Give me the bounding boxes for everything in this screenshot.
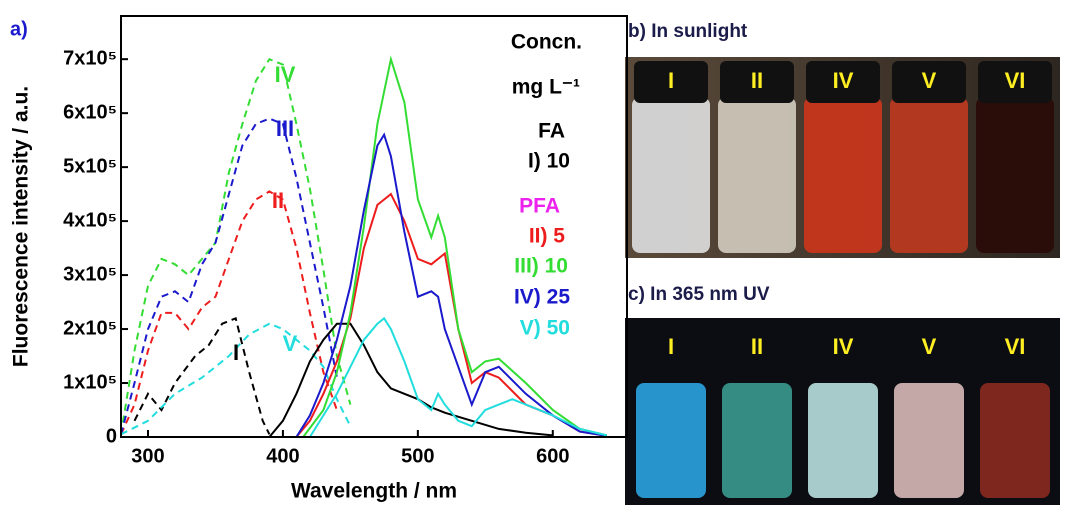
vial-cap — [634, 61, 708, 103]
excitation-line — [120, 190, 338, 435]
vial-label: VI — [1005, 334, 1026, 359]
y-tick-label: 2x10⁵ — [63, 317, 117, 339]
x-tick-label: 600 — [536, 445, 569, 467]
vial-body — [980, 383, 1050, 498]
y-tick-label: 6x10⁵ — [63, 101, 117, 123]
y-tick-label: 3x10⁵ — [63, 263, 117, 285]
legend-text: I) 10 — [528, 150, 570, 173]
vial-body — [632, 97, 710, 253]
vial-label: II — [751, 334, 763, 359]
x-tick-label: 400 — [266, 445, 299, 467]
vial-body — [722, 383, 792, 498]
vial-cap — [978, 61, 1052, 103]
emission-line — [295, 132, 607, 438]
legend-text: FA — [538, 120, 565, 143]
vial-label: V — [922, 68, 937, 93]
legend-text: IV) 25 — [514, 286, 570, 309]
vial-body — [976, 97, 1054, 253]
vial-label: V — [922, 334, 937, 359]
y-tick-label: 7x10⁵ — [63, 47, 117, 69]
x-tick-label: 500 — [401, 445, 434, 467]
vial-cap — [892, 61, 966, 103]
legend-text: Concn. — [511, 31, 582, 54]
x-tick-label: 300 — [131, 445, 164, 467]
excitation-line — [120, 57, 352, 435]
vial-body — [890, 97, 968, 253]
vial-cap — [720, 61, 794, 103]
y-tick-label: 1x10⁵ — [63, 371, 117, 393]
emission-line — [309, 316, 608, 438]
legend-text: V) 50 — [520, 317, 570, 340]
vial-label: I — [668, 68, 674, 93]
legend-text: II) 5 — [529, 225, 565, 248]
vial-body — [636, 383, 706, 498]
vial-label: VI — [1005, 68, 1026, 93]
emission-line — [302, 55, 608, 438]
vial-body — [804, 97, 882, 253]
photo-title: c) In 365 nm UV — [628, 284, 770, 305]
curve-label: I — [233, 340, 239, 365]
excitation-line — [120, 322, 352, 436]
vial-label: IV — [833, 334, 854, 359]
legend-text: PFA — [519, 195, 560, 218]
curve-label: II — [272, 188, 284, 213]
vial-label: II — [751, 68, 763, 93]
y-axis-label: Fluorescence intensity / a.u. — [10, 86, 33, 367]
legend-text: III) 10 — [514, 255, 568, 278]
y-tick-label: 5x10⁵ — [63, 155, 117, 177]
emission-line — [295, 192, 607, 438]
vial-body — [808, 383, 878, 498]
excitation-line — [120, 117, 338, 435]
legend-text: mg L⁻¹ — [512, 76, 580, 99]
panel-label: a) — [10, 18, 28, 40]
photo-title: b) In sunlight — [628, 21, 748, 42]
vial-body — [894, 383, 964, 498]
vial-label: IV — [833, 68, 854, 93]
vial-label: I — [668, 334, 674, 359]
y-tick-label: 0 — [106, 425, 117, 447]
excitation-line — [133, 316, 271, 435]
curve-label: IV — [275, 62, 296, 87]
plot-frame — [120, 15, 628, 438]
curve-label: V — [283, 331, 298, 356]
x-axis-label: Wavelength / nm — [291, 480, 457, 503]
y-tick-label: 4x10⁵ — [63, 209, 117, 231]
vial-cap — [806, 61, 880, 103]
curve-label: III — [276, 116, 294, 141]
vial-body — [718, 97, 796, 253]
